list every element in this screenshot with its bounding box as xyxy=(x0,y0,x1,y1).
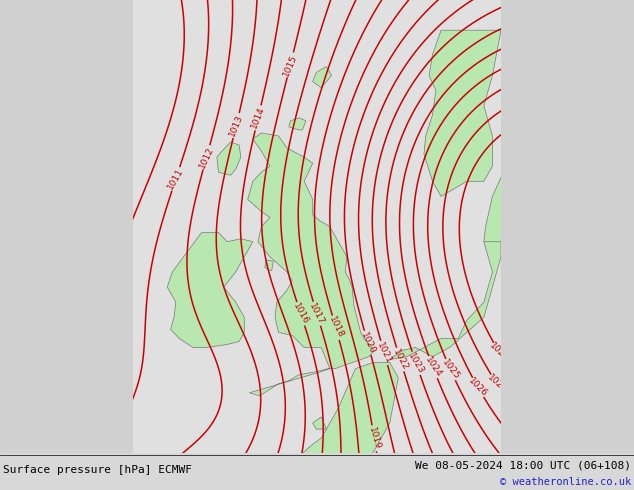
Text: 1011: 1011 xyxy=(166,167,185,191)
Polygon shape xyxy=(313,67,332,88)
Polygon shape xyxy=(248,133,374,396)
Text: 1028: 1028 xyxy=(488,341,511,364)
Text: We 08-05-2024 18:00 UTC (06+108): We 08-05-2024 18:00 UTC (06+108) xyxy=(415,460,631,470)
Polygon shape xyxy=(167,233,253,347)
Text: 1026: 1026 xyxy=(467,376,489,399)
Text: 1024: 1024 xyxy=(423,355,443,379)
Text: 1020: 1020 xyxy=(359,331,377,355)
Polygon shape xyxy=(313,417,327,429)
Text: 1016: 1016 xyxy=(291,301,310,326)
Text: 1021: 1021 xyxy=(375,341,393,365)
Text: Surface pressure [hPa] ECMWF: Surface pressure [hPa] ECMWF xyxy=(3,465,192,475)
Text: 1017: 1017 xyxy=(307,301,326,326)
Text: 1022: 1022 xyxy=(391,347,410,372)
Text: 1013: 1013 xyxy=(228,113,245,138)
Text: 1015: 1015 xyxy=(281,52,299,77)
Text: 1010: 1010 xyxy=(58,442,75,467)
Text: 1018: 1018 xyxy=(327,316,345,340)
Text: 1023: 1023 xyxy=(406,351,426,375)
Polygon shape xyxy=(217,142,241,175)
Polygon shape xyxy=(265,260,273,270)
Polygon shape xyxy=(288,118,306,130)
Text: 1025: 1025 xyxy=(440,358,461,382)
Text: © weatheronline.co.uk: © weatheronline.co.uk xyxy=(500,477,631,487)
Text: 1014: 1014 xyxy=(250,106,266,130)
Text: 1012: 1012 xyxy=(198,145,216,170)
Text: 1019: 1019 xyxy=(366,426,382,451)
Polygon shape xyxy=(390,242,501,360)
Text: 1027: 1027 xyxy=(486,373,508,394)
Polygon shape xyxy=(266,363,398,490)
Polygon shape xyxy=(484,160,527,248)
Polygon shape xyxy=(424,30,501,196)
